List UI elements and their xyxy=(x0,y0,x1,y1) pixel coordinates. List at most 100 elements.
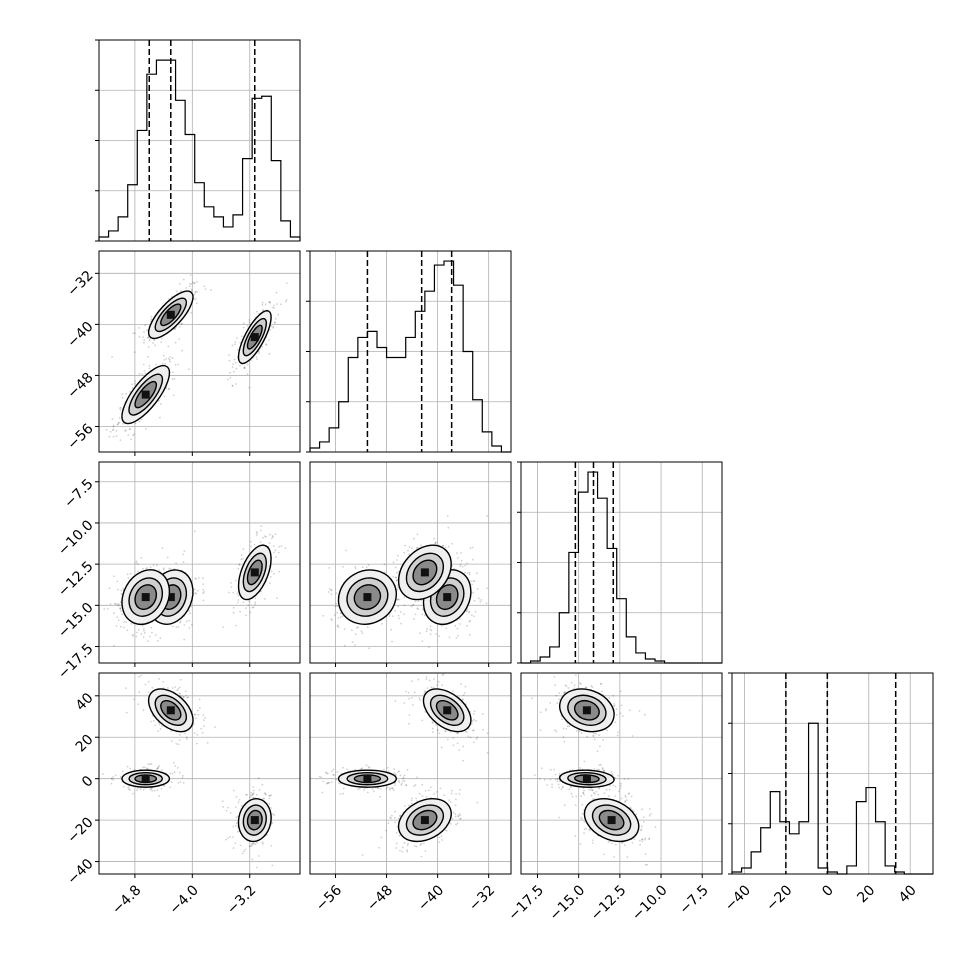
sample-point xyxy=(138,691,141,694)
sample-point xyxy=(177,363,180,366)
y-tick-label: −40 xyxy=(64,319,96,351)
sample-point xyxy=(388,787,391,789)
sample-point xyxy=(638,710,641,712)
histogram-2-frame xyxy=(309,250,512,453)
sample-point xyxy=(189,282,191,285)
sample-point xyxy=(397,554,399,557)
sample-point xyxy=(243,366,246,369)
sample-point xyxy=(583,789,585,792)
sample-point xyxy=(591,789,594,792)
sample-point xyxy=(556,702,559,705)
sample-point xyxy=(326,772,329,775)
sample-point xyxy=(432,686,435,689)
sample-point xyxy=(595,732,597,735)
sample-point xyxy=(378,846,381,849)
sample-point xyxy=(452,811,455,814)
sample-point xyxy=(255,793,258,796)
sample-point xyxy=(242,548,245,551)
sample-point xyxy=(146,767,148,770)
y-tick-label: −7.5 xyxy=(61,476,96,511)
sample-point xyxy=(239,610,242,613)
sample-point xyxy=(172,394,175,397)
sample-point xyxy=(391,640,393,643)
sample-point xyxy=(481,713,484,715)
sample-point xyxy=(454,815,457,818)
sample-point xyxy=(177,625,180,628)
histogram-step-4 xyxy=(731,722,933,875)
sample-point xyxy=(140,674,143,677)
sample-point xyxy=(465,731,468,734)
sample-point xyxy=(592,735,595,738)
sample-point xyxy=(142,567,144,570)
sample-point xyxy=(396,579,398,581)
sample-point xyxy=(254,603,256,606)
sample-point xyxy=(252,796,255,799)
sample-point xyxy=(425,630,428,633)
sample-point xyxy=(149,763,152,766)
sample-point xyxy=(358,787,361,790)
sample-point xyxy=(275,556,277,559)
sample-point xyxy=(111,418,114,421)
sample-point xyxy=(149,788,152,791)
density-peak xyxy=(250,333,259,342)
sample-point xyxy=(147,346,150,348)
sample-point xyxy=(227,378,229,381)
sample-point xyxy=(171,357,174,360)
sample-point xyxy=(462,745,465,748)
density-content xyxy=(310,673,511,874)
sample-point xyxy=(130,622,133,625)
sample-point xyxy=(627,778,630,780)
sample-point xyxy=(456,732,459,735)
sample-point xyxy=(133,769,136,771)
sample-point xyxy=(210,289,213,291)
sample-point xyxy=(142,788,145,791)
sample-point xyxy=(408,714,411,716)
sample-point xyxy=(346,768,349,771)
sample-point xyxy=(269,533,271,536)
sample-point xyxy=(147,640,149,642)
sample-point xyxy=(141,625,144,627)
sample-point xyxy=(167,357,170,360)
sample-point xyxy=(242,558,244,560)
sample-point xyxy=(473,710,476,713)
sample-point xyxy=(335,592,338,595)
sample-point xyxy=(186,696,189,699)
sample-point xyxy=(252,786,254,788)
sample-point xyxy=(109,430,112,433)
sample-point xyxy=(470,723,473,725)
sample-point xyxy=(434,542,436,545)
sample-point xyxy=(452,737,454,739)
sample-point xyxy=(176,689,179,692)
sample-point xyxy=(614,795,617,797)
sample-point xyxy=(230,582,232,584)
sample-point xyxy=(625,799,628,802)
sample-point xyxy=(133,433,135,436)
histogram-step-3 xyxy=(521,471,722,664)
sample-point xyxy=(122,587,125,590)
histogram-panel-1 xyxy=(95,39,301,242)
sample-point xyxy=(181,776,184,779)
sample-point xyxy=(390,628,392,631)
sample-point xyxy=(472,591,474,594)
sample-point xyxy=(203,719,205,721)
sample-point xyxy=(108,587,111,590)
sample-point xyxy=(574,804,577,806)
sample-point xyxy=(270,794,272,797)
sample-point xyxy=(424,850,427,852)
sample-point xyxy=(619,690,622,693)
sample-point xyxy=(115,435,118,437)
density-peak xyxy=(420,816,429,825)
sample-point xyxy=(436,791,438,793)
sample-point xyxy=(168,387,170,390)
sample-point xyxy=(158,765,161,767)
sample-point xyxy=(459,789,461,791)
sample-point xyxy=(178,338,181,340)
y-tick-label: −17.5 xyxy=(55,641,97,683)
sample-point xyxy=(133,351,136,354)
sample-point xyxy=(468,728,470,730)
density-peak xyxy=(141,774,150,783)
density-panel-4-1 xyxy=(95,673,300,878)
sample-point xyxy=(140,418,143,421)
sample-point xyxy=(422,608,424,610)
sample-point xyxy=(237,599,240,601)
